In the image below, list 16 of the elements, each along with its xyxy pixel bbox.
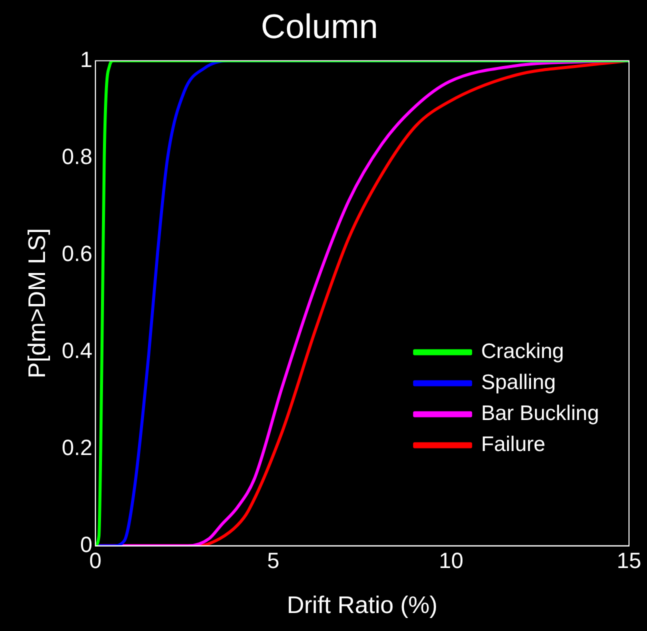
y-tick-label: 0.2 [62,434,92,460]
legend-label: Cracking [481,340,564,364]
y-tick-label: 0.6 [62,240,92,266]
legend-label: Failure [481,433,546,456]
y-tick-label: 1 [80,46,92,72]
x-tick-label: 10 [438,548,464,574]
legend-label: Spalling [481,371,556,394]
legend-label: Bar Buckling [481,402,599,426]
x-tick-label: 5 [267,548,280,574]
chart-title: Column [260,8,378,46]
x-axis-title: Drift Ratio (%) [286,592,438,620]
line-series [95,60,629,546]
x-tick-label: 15 [616,548,642,574]
y-tick-label: 0.8 [62,144,92,169]
y-tick-label: 0.4 [62,338,92,363]
y-axis-title: P[dm>DM LS] [24,228,52,378]
